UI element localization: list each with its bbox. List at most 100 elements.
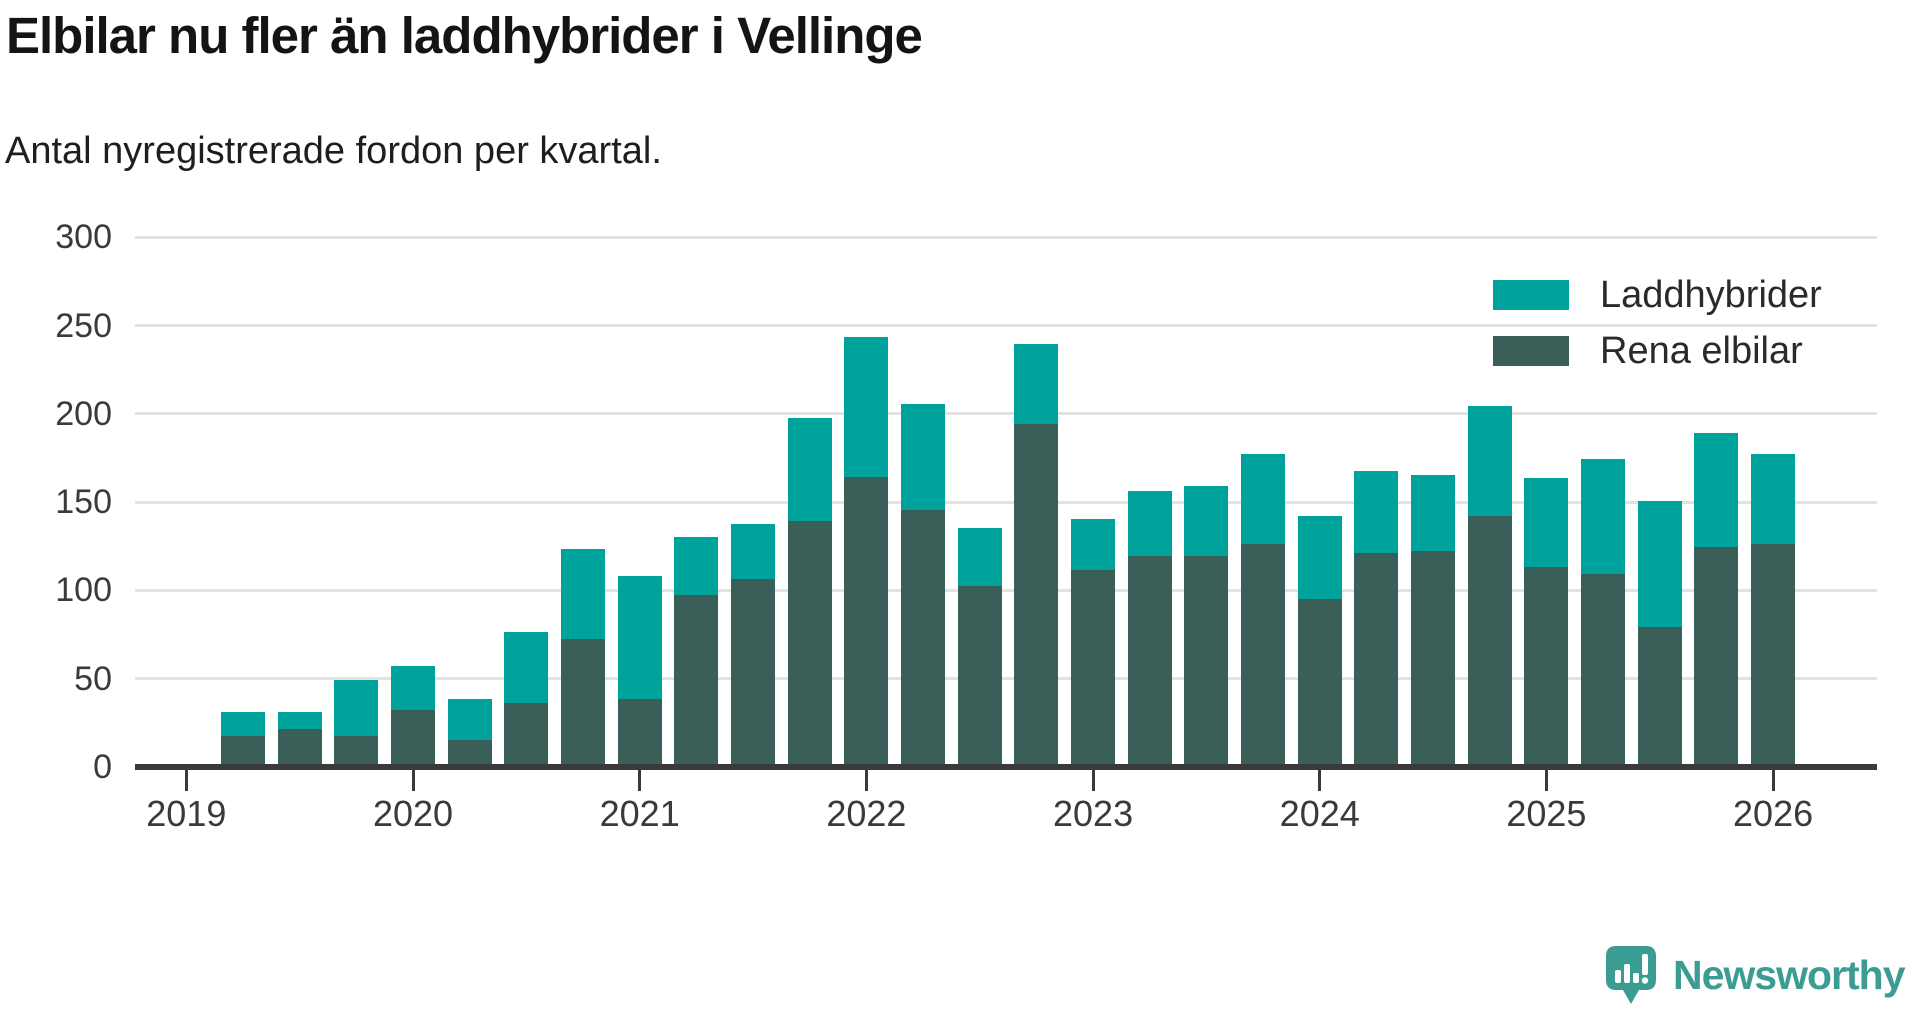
x-axis-tick-2023: [1091, 770, 1095, 791]
bar-segment-laddhybrider: [674, 536, 719, 595]
bar-2023-q4: [1241, 453, 1286, 768]
bar-segment-rena-elbilar: [447, 739, 492, 768]
bar-2022-q4: [1014, 344, 1059, 768]
gridline-y-300: [135, 235, 1877, 239]
x-axis-label-2023: 2023: [1053, 793, 1134, 834]
bar-segment-laddhybrider: [1127, 490, 1172, 557]
bar-segment-laddhybrider: [1637, 501, 1682, 627]
chart-subtitle: Antal nyregistrerade fordon per kvartal.: [5, 130, 662, 172]
bar-segment-rena-elbilar: [617, 699, 662, 768]
bar-2023-q1: [1071, 519, 1116, 768]
bar-segment-laddhybrider: [391, 665, 435, 710]
bar-2019-q2: [221, 711, 265, 768]
bar-segment-rena-elbilar: [1071, 570, 1116, 768]
bar-segment-laddhybrider: [1014, 344, 1059, 424]
bar-segment-rena-elbilar: [1354, 552, 1399, 768]
bar-segment-laddhybrider: [1071, 519, 1116, 571]
x-axis-label-2019: 2019: [146, 793, 227, 834]
bar-segment-rena-elbilar: [957, 586, 1002, 768]
legend-label: Rena elbilar: [1600, 330, 1803, 372]
bar-segment-laddhybrider: [504, 632, 549, 703]
legend-item-laddhybrider: Laddhybrider: [1493, 272, 1832, 318]
bar-segment-laddhybrider: [221, 711, 265, 737]
y-axis-label-0: 0: [93, 748, 112, 786]
bar-2024-q3: [1411, 474, 1456, 768]
bar-segment-laddhybrider: [1241, 453, 1286, 544]
bar-segment-rena-elbilar: [504, 702, 549, 768]
x-axis-tick-2025: [1544, 770, 1548, 791]
gridline-y-200: [135, 412, 1877, 416]
legend-item-rena-elbilar: Rena elbilar: [1493, 328, 1813, 374]
bar-segment-laddhybrider: [1694, 432, 1739, 548]
bar-segment-rena-elbilar: [277, 729, 322, 768]
bar-segment-rena-elbilar: [787, 520, 832, 768]
bar-segment-laddhybrider: [1467, 406, 1512, 516]
bar-segment-rena-elbilar: [674, 594, 719, 768]
x-axis-tick-2026: [1771, 770, 1775, 791]
bar-segment-rena-elbilar: [901, 510, 946, 768]
x-axis-label-2022: 2022: [826, 793, 907, 834]
x-axis-label-2021: 2021: [599, 793, 680, 834]
newsworthy-logo-icon: [1606, 946, 1656, 1004]
y-axis-label-250: 250: [55, 306, 112, 345]
bar-segment-laddhybrider: [617, 575, 662, 700]
bar-segment-laddhybrider: [334, 679, 379, 737]
gridline-y-150: [135, 500, 1877, 504]
legend-swatch: [1493, 280, 1569, 310]
bar-segment-laddhybrider: [561, 549, 606, 640]
bar-segment-rena-elbilar: [1637, 626, 1682, 768]
legend-label: Laddhybrider: [1600, 274, 1822, 316]
bar-segment-rena-elbilar: [1751, 543, 1796, 768]
x-axis-tick-2020: [411, 770, 415, 791]
gridline-y-100: [135, 588, 1877, 592]
bar-2020-q1: [391, 665, 435, 768]
x-axis-label-2024: 2024: [1279, 793, 1360, 834]
legend-swatch: [1493, 336, 1569, 366]
bar-segment-laddhybrider: [957, 527, 1002, 587]
bar-segment-rena-elbilar: [1524, 566, 1569, 768]
legend: Laddhybrider Rena elbilar: [1493, 272, 1883, 376]
x-axis-label-2025: 2025: [1506, 793, 1587, 834]
bar-segment-rena-elbilar: [844, 476, 889, 768]
bar-2025-q3: [1637, 501, 1682, 768]
bar-segment-laddhybrider: [447, 699, 492, 740]
bar-segment-laddhybrider: [277, 711, 322, 730]
bar-2022-q1: [844, 337, 889, 768]
bar-2023-q2: [1127, 490, 1172, 768]
bar-segment-rena-elbilar: [1127, 556, 1172, 768]
bar-2021-q4: [787, 418, 832, 768]
bar-segment-rena-elbilar: [1694, 547, 1739, 768]
bar-segment-laddhybrider: [787, 418, 832, 521]
bar-segment-rena-elbilar: [731, 579, 776, 768]
bar-segment-laddhybrider: [731, 524, 776, 580]
bar-segment-rena-elbilar: [1241, 543, 1286, 768]
y-axis-label-150: 150: [55, 483, 112, 522]
chart-title: Elbilar nu fler än laddhybrider i Vellin…: [6, 7, 923, 64]
bar-2024-q2: [1354, 471, 1399, 768]
bar-segment-rena-elbilar: [334, 736, 379, 768]
y-axis-label-200: 200: [55, 394, 112, 433]
bar-segment-rena-elbilar: [221, 736, 265, 768]
bar-segment-rena-elbilar: [391, 709, 435, 768]
bar-2026-q1: [1751, 453, 1796, 768]
x-axis-tick-2019: [184, 770, 188, 791]
bar-segment-laddhybrider: [1581, 459, 1626, 574]
bar-segment-laddhybrider: [1524, 478, 1569, 567]
bar-2025-q1: [1524, 478, 1569, 768]
bar-2020-q4: [561, 549, 606, 768]
bar-2022-q3: [957, 527, 1002, 768]
x-axis-tick-2022: [864, 770, 868, 791]
bar-segment-rena-elbilar: [1411, 550, 1456, 768]
y-axis-label-100: 100: [55, 571, 112, 610]
bar-2024-q4: [1467, 406, 1512, 768]
bar-segment-laddhybrider: [1354, 471, 1399, 553]
y-axis-label-50: 50: [74, 659, 112, 698]
bar-2021-q2: [674, 536, 719, 768]
gridline-y-250: [135, 324, 1877, 328]
bar-segment-laddhybrider: [1411, 474, 1456, 551]
bar-segment-rena-elbilar: [1184, 556, 1229, 768]
bar-segment-rena-elbilar: [1297, 598, 1342, 768]
bar-2019-q4: [334, 679, 379, 768]
bar-2020-q3: [504, 632, 549, 768]
